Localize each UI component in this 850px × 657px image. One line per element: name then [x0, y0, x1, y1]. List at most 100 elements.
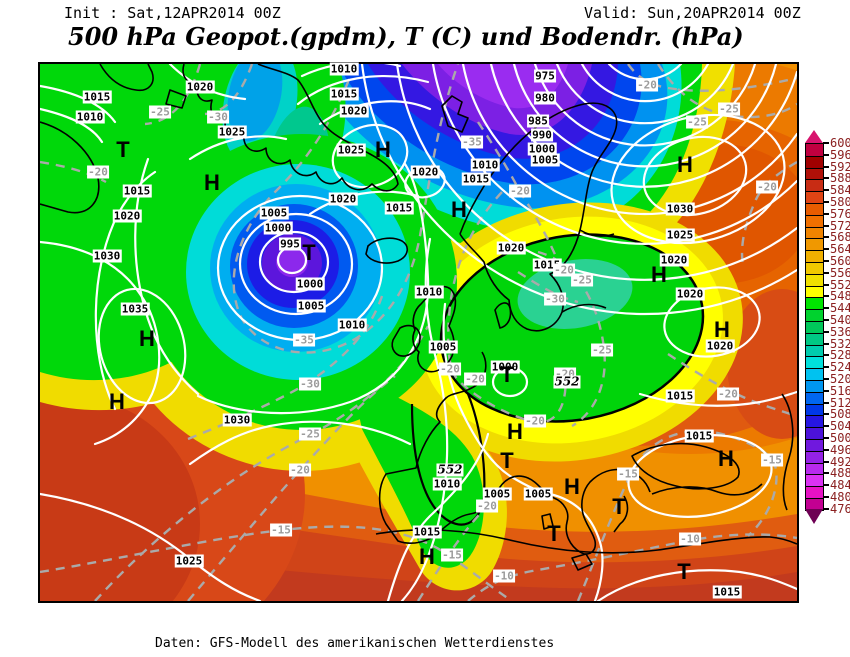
pressure-label: 1035	[120, 302, 150, 316]
pressure-label: 1005	[259, 206, 289, 220]
colorbar-segment	[806, 155, 823, 168]
pressure-label: 1000	[295, 277, 325, 291]
colorbar-segment	[806, 427, 823, 439]
pressure-label: 1025	[174, 554, 204, 568]
colorbar-tick	[823, 507, 829, 510]
colorbar-tick	[823, 366, 829, 369]
colorbar-tick-label: 500	[830, 431, 850, 445]
pressure-label: 1010	[337, 318, 367, 332]
colorbar-tick-label: 596	[830, 147, 850, 162]
pressure-label: 1010	[470, 158, 500, 172]
pressure-label: 995	[279, 237, 301, 251]
pressure-label: 1015	[712, 585, 742, 599]
weather-map: 1015 1010 1020 1025 1015 1020 1005 1000 995 1000 1…	[38, 62, 799, 603]
colorbar-segment	[806, 214, 823, 227]
attribution-footer: Daten: GFS-Modell des amerikanischen Wet…	[155, 606, 554, 657]
colorbar-segment	[806, 380, 823, 392]
temperature-label: -15	[617, 467, 639, 481]
pressure-label: 1015	[82, 90, 112, 104]
colorbar-tick-label: 524	[830, 360, 850, 375]
temperature-label: -20	[553, 263, 575, 277]
colorbar-segment	[806, 273, 823, 286]
temperature-label: -15	[270, 523, 292, 537]
colorbar-segment	[806, 486, 823, 498]
colorbar-segment	[806, 262, 823, 274]
colorbar-tick-label: 568	[830, 230, 850, 245]
colorbar-tick	[823, 189, 829, 192]
high-center-label: H	[651, 262, 667, 287]
colorbar-tick-label: 484	[830, 478, 850, 493]
pressure-label: 1020	[112, 209, 142, 223]
colorbar-segment	[806, 167, 823, 180]
temperature-label: -20	[756, 180, 778, 194]
pressure-label: 1030	[222, 413, 252, 427]
pressure-label: 1020	[705, 339, 735, 353]
colorbar-tick-label: 476	[830, 501, 850, 516]
colorbar-segment	[806, 450, 823, 463]
low-center-label: T	[612, 494, 626, 519]
temperature-label: -20	[87, 165, 109, 179]
temperature-label: -25	[718, 102, 740, 116]
temperature-label: -15	[761, 453, 783, 467]
colorbar-tick	[823, 330, 829, 333]
high-center-label: H	[718, 446, 734, 471]
high-center-label: H	[419, 544, 435, 569]
pressure-label: 1010	[414, 285, 444, 299]
colorbar-tick-label: 564	[830, 242, 850, 257]
colorbar-tick	[823, 448, 829, 451]
pressure-label: 1030	[92, 249, 122, 263]
colorbar-tick	[823, 295, 829, 298]
pressure-label: 1015	[684, 429, 714, 443]
colorbar-tick-label: 504	[830, 419, 850, 434]
temperature-label: -10	[493, 569, 515, 583]
colorbar-tick	[823, 307, 829, 310]
colorbar-tick-label: 576	[830, 206, 850, 221]
colorbar-tick	[823, 472, 829, 475]
pressure-label: 1020	[410, 165, 440, 179]
colorbar-tick-label: 600	[830, 136, 850, 150]
colorbar-segment	[806, 144, 823, 156]
high-center-label: H	[714, 317, 730, 342]
colorbar-segment	[806, 179, 823, 192]
high-center-label: H	[564, 474, 580, 499]
low-center-label: T	[500, 362, 514, 387]
colorbar-tick-label: 520	[830, 372, 850, 386]
colorbar-tick-label: 512	[830, 395, 850, 410]
colorbar-tick	[823, 283, 829, 286]
colorbar-tick	[823, 177, 829, 180]
pressure-label: 1015	[461, 172, 491, 186]
colorbar-tick	[823, 496, 829, 498]
temperature-label: -20	[717, 387, 739, 401]
pressure-label: 1015	[122, 184, 152, 198]
colorbar-segment	[806, 415, 823, 428]
geopotential-label: 552	[436, 462, 464, 477]
geopotential-colorbar: 600 596 592 588 584 580 576 572 568 564 560 556 552 5…	[805, 130, 850, 540]
colorbar-tick-label: 548	[830, 289, 850, 304]
pressure-label: 1000	[527, 142, 557, 156]
temperature-label: -20	[636, 78, 658, 92]
colorbar-segment	[806, 226, 823, 239]
colorbar-segment	[806, 191, 823, 203]
colorbar-segment	[806, 391, 823, 404]
colorbar-segment	[806, 203, 823, 215]
colorbar-tick	[823, 425, 829, 428]
colorbar-segment	[806, 297, 823, 310]
colorbar-segment	[806, 285, 823, 298]
colorbar-tick	[823, 165, 829, 168]
low-center-label: T	[547, 521, 561, 546]
colorbar-tick	[823, 401, 829, 404]
colorbar-tick	[823, 437, 829, 439]
map-label-overlay: 1015 1010 1020 1025 1015 1020 1005 1000 995 1000 1…	[40, 62, 797, 601]
colorbar-segment	[806, 368, 823, 380]
pressure-label: 1000	[490, 360, 520, 374]
colorbar-tick-label: 588	[830, 171, 850, 186]
colorbar-segment	[806, 498, 823, 510]
temperature-label: -35	[461, 135, 483, 149]
coastline-layer	[40, 64, 797, 571]
colorbar-tick-label: 580	[830, 195, 850, 209]
pressure-label: 1025	[217, 125, 247, 139]
temperature-label: -20	[289, 463, 311, 477]
colorbar-tick-label: 532	[830, 336, 850, 351]
high-center-label: H	[451, 197, 467, 222]
colorbar-segment	[806, 309, 823, 321]
